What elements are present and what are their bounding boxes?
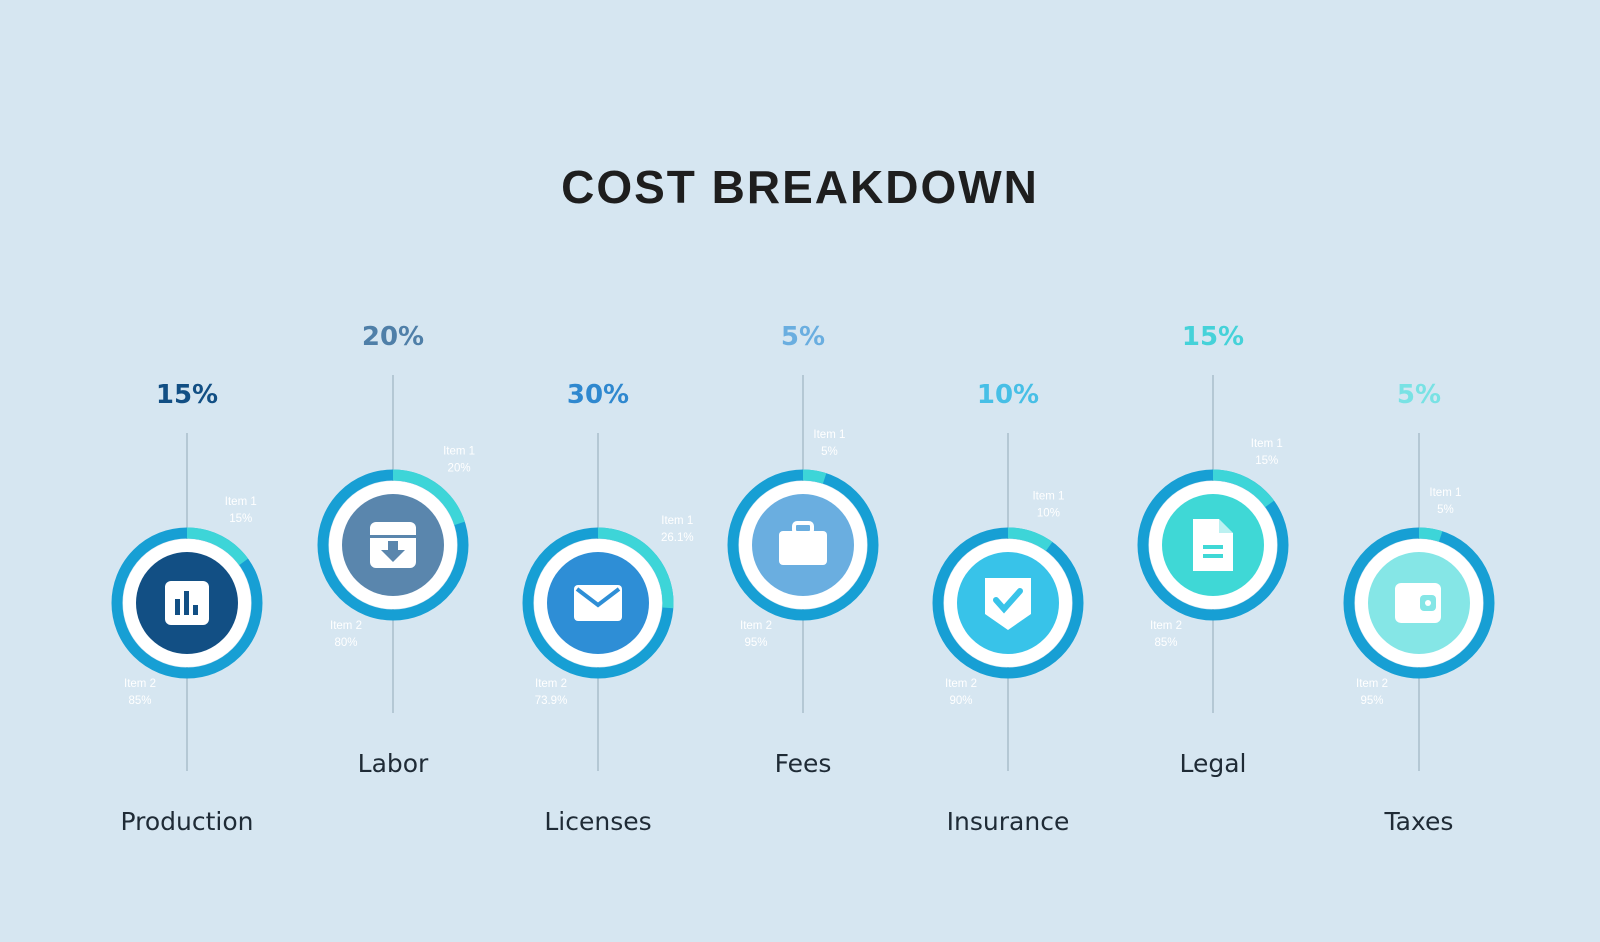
item1-name-label: Item 1 <box>1429 487 1461 499</box>
item2-name-label: Item 2 <box>945 678 977 690</box>
category-taxes: Item 1 5% Item 2 95% 5% Taxes <box>1343 380 1495 836</box>
item2-value-label: 95% <box>1360 695 1383 707</box>
chart-title: COST BREAKDOWN <box>561 161 1039 213</box>
donut-item1-arc <box>1007 527 1053 551</box>
item1-value-label: 15% <box>1255 455 1278 467</box>
item2-name-label: Item 2 <box>1356 678 1388 690</box>
item2-name-label: Item 2 <box>740 620 772 632</box>
percent-value: 20% <box>362 322 424 352</box>
category-label: Insurance <box>947 807 1070 836</box>
donut-item1-arc <box>392 469 465 526</box>
item1-name-label: Item 1 <box>813 429 845 441</box>
donut-item1-arc <box>186 527 249 566</box>
item2-value-label: 85% <box>1154 637 1177 649</box>
category-label: Legal <box>1179 749 1246 778</box>
shield-check-icon <box>985 578 1031 630</box>
donut-item1-arc <box>597 527 674 609</box>
item2-value-label: 90% <box>949 695 972 707</box>
donut-item1-arc <box>802 469 827 484</box>
item1-name-label: Item 1 <box>1251 438 1283 450</box>
item2-name-label: Item 2 <box>535 678 567 690</box>
bar-chart-icon <box>165 581 209 625</box>
category-label: Taxes <box>1384 807 1454 836</box>
item1-name-label: Item 1 <box>225 496 257 508</box>
item1-value-label: 20% <box>448 463 471 475</box>
item1-value-label: 15% <box>229 513 252 525</box>
percent-value: 30% <box>567 380 629 410</box>
item1-name-label: Item 1 <box>443 446 475 458</box>
item2-value-label: 73.9% <box>535 695 568 707</box>
item2-name-label: Item 2 <box>1150 620 1182 632</box>
category-label: Production <box>120 807 253 836</box>
briefcase-icon <box>779 521 827 565</box>
category-label: Fees <box>775 749 832 778</box>
item1-value-label: 5% <box>821 446 838 458</box>
category-licenses: Item 1 26.1% Item 2 73.9% 30% Licenses <box>522 380 694 836</box>
item2-value-label: 80% <box>334 637 357 649</box>
item2-value-label: 85% <box>128 695 151 707</box>
item2-value-label: 95% <box>744 637 767 649</box>
item2-name-label: Item 2 <box>124 678 156 690</box>
percent-value: 15% <box>156 380 218 410</box>
category-label: Labor <box>358 749 429 778</box>
envelope-icon <box>574 585 622 621</box>
category-label: Licenses <box>544 807 651 836</box>
percent-value: 15% <box>1182 322 1244 352</box>
archive-icon <box>370 522 416 568</box>
item1-value-label: 10% <box>1037 508 1060 520</box>
percent-value: 5% <box>1397 380 1441 410</box>
item1-name-label: Item 1 <box>661 515 693 527</box>
category-legal: Item 1 15% Item 2 85% 15% Legal <box>1137 322 1289 778</box>
item1-name-label: Item 1 <box>1032 491 1064 503</box>
document-icon <box>1193 519 1233 571</box>
donut-item1-arc <box>1418 527 1443 542</box>
item1-value-label: 5% <box>1437 504 1454 516</box>
category-fees: Item 1 5% Item 2 95% 5% Fees <box>727 322 879 778</box>
category-insurance: Item 1 10% Item 2 90% 10% Insurance <box>932 380 1084 836</box>
item1-value-label: 26.1% <box>661 532 694 544</box>
wallet-icon <box>1395 583 1441 623</box>
category-labor: Item 1 20% Item 2 80% 20% Labor <box>317 322 475 778</box>
percent-value: 10% <box>977 380 1039 410</box>
item2-name-label: Item 2 <box>330 620 362 632</box>
percent-value: 5% <box>781 322 825 352</box>
category-production: Item 1 15% Item 2 85% 15% Production <box>111 380 263 836</box>
donut-item1-arc <box>1212 469 1275 508</box>
